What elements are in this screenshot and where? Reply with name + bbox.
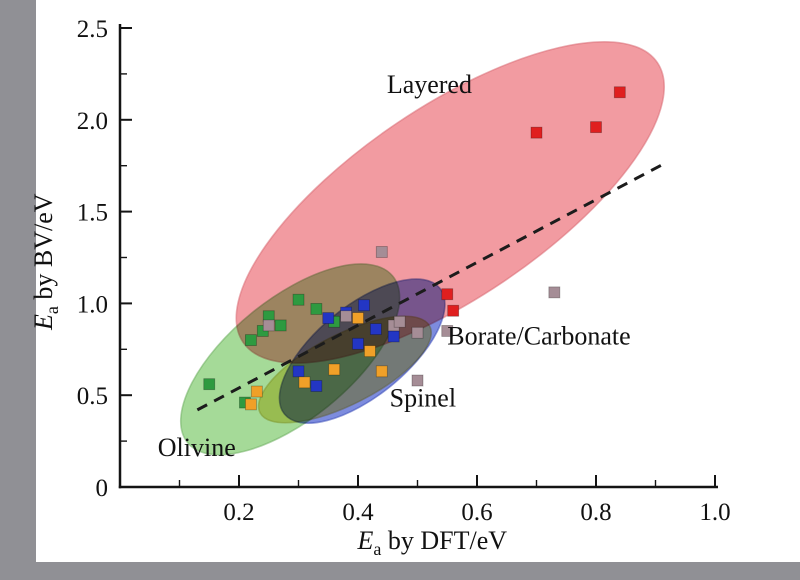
point-orange-squares xyxy=(375,365,388,378)
x-tick-label: 0.8 xyxy=(580,499,611,526)
point-blue-squares xyxy=(387,330,400,343)
x-tick-label: 0.6 xyxy=(461,499,492,526)
x-axis-title: Ea by DFT/eV xyxy=(357,526,508,559)
point-red-squares xyxy=(590,121,602,134)
point-orange-squares xyxy=(328,363,341,376)
point-green-squares xyxy=(244,334,257,347)
point-red-squares xyxy=(530,126,543,139)
y-axis-title: Ea by BV/eV xyxy=(29,193,62,331)
point-gray-squares xyxy=(411,326,424,339)
y-tick-label: 2.0 xyxy=(77,108,108,135)
x-tick-label: 1.0 xyxy=(699,499,730,526)
ellipse-borate-carbonate xyxy=(257,315,432,424)
point-orange-squares xyxy=(363,345,376,358)
point-orange-squares xyxy=(352,312,364,324)
point-green-squares xyxy=(203,378,216,391)
group-label-olivine: Olivine xyxy=(158,433,236,462)
bottom-gray-bar xyxy=(0,562,800,580)
point-gray-squares xyxy=(375,246,388,258)
series-gray-squares xyxy=(262,246,561,387)
y-tick-label: 2.5 xyxy=(77,16,108,43)
y-tick-label: 1.5 xyxy=(77,200,108,227)
y-tick-label: 1.0 xyxy=(77,291,108,318)
point-gray-squares xyxy=(548,286,561,299)
point-blue-squares xyxy=(292,365,305,378)
point-blue-squares xyxy=(322,312,335,324)
point-gray-squares xyxy=(262,319,275,332)
group-ellipses xyxy=(60,8,775,527)
point-red-squares xyxy=(613,86,626,99)
left-gray-bar xyxy=(0,0,36,580)
point-blue-squares xyxy=(352,337,364,350)
point-green-squares xyxy=(274,319,287,332)
point-blue-squares xyxy=(310,380,323,392)
point-red-squares xyxy=(447,304,460,317)
point-blue-squares xyxy=(369,323,382,336)
group-label-spinel: Spinel xyxy=(390,384,456,413)
group-label-borate-carbonate: Borate/Carbonate xyxy=(447,322,630,351)
point-blue-squares xyxy=(358,299,370,312)
point-gray-squares xyxy=(411,374,424,387)
point-orange-squares xyxy=(250,385,263,398)
series-orange-squares xyxy=(244,312,388,411)
trend-line xyxy=(196,160,669,412)
y-tick-label: 0 xyxy=(96,475,109,502)
point-green-squares xyxy=(310,303,323,315)
point-orange-squares xyxy=(298,376,311,389)
point-gray-squares xyxy=(393,315,406,328)
series-green-squares xyxy=(203,293,341,409)
point-gray-squares xyxy=(340,310,353,323)
x-tick-label: 0.4 xyxy=(342,499,374,526)
x-tick-label: 0.2 xyxy=(223,499,254,526)
point-green-squares xyxy=(292,293,305,306)
point-orange-squares xyxy=(244,398,257,411)
group-label-layered: Layered xyxy=(387,70,472,99)
point-green-squares xyxy=(256,325,269,337)
axes: 0.2 0.4 0.6 0.8 1.0 0 0.5 1.0 1.5 2.0 2.5 xyxy=(77,16,731,526)
point-red-squares xyxy=(441,288,454,301)
series-red-squares xyxy=(441,86,626,317)
y-tick-label: 0.5 xyxy=(77,383,108,410)
point-gray-squares xyxy=(441,325,454,337)
